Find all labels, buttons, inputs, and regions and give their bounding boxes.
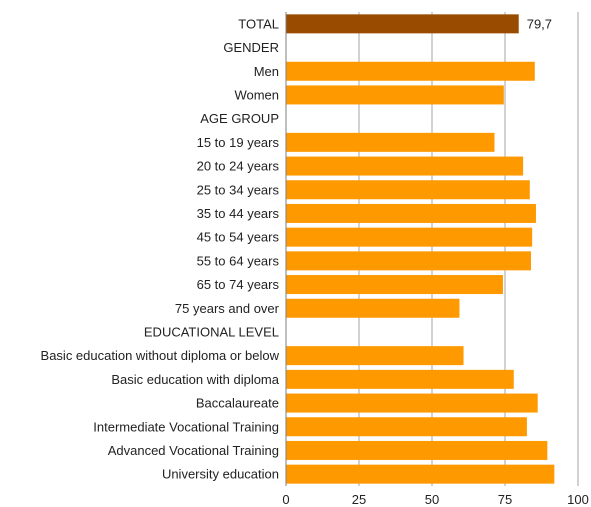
- bar: [286, 346, 464, 366]
- category-label: 45 to 54 years: [197, 230, 280, 245]
- bar: [286, 369, 514, 389]
- category-label: Baccalaureate: [196, 396, 279, 411]
- category-label: EDUCATIONAL LEVEL: [144, 324, 279, 339]
- bar: [286, 251, 531, 271]
- bar: [286, 132, 495, 152]
- bar: [286, 464, 555, 484]
- data-label: 79,7: [527, 16, 552, 31]
- category-label: 75 years and over: [175, 301, 280, 316]
- grid-lines: [358, 12, 579, 486]
- category-label: Advanced Vocational Training: [108, 443, 279, 458]
- x-tick-labels: 0 25 50 75 100: [282, 492, 588, 507]
- category-label: AGE GROUP: [200, 111, 279, 126]
- bar: [286, 85, 504, 105]
- bars: [286, 14, 555, 484]
- category-labels: TOTAL GENDER Men Women AGE GROUP 15 to 19 yea…: [41, 16, 280, 481]
- category-label: Men: [254, 64, 279, 79]
- category-label: Women: [234, 87, 279, 102]
- bar: [286, 61, 535, 81]
- bar: [286, 417, 527, 437]
- bar: [286, 298, 460, 318]
- x-tick-label: 0: [282, 492, 289, 507]
- bar: [286, 227, 533, 247]
- category-label: 65 to 74 years: [197, 277, 280, 292]
- bar: [286, 180, 530, 200]
- category-label: 15 to 19 years: [197, 135, 280, 150]
- category-label: Basic education with diploma: [111, 372, 279, 387]
- data-labels: 79,7: [527, 16, 552, 31]
- category-label: 20 to 24 years: [197, 159, 280, 174]
- category-label: GENDER: [223, 40, 279, 55]
- category-label: 55 to 64 years: [197, 253, 280, 268]
- category-label: 25 to 34 years: [197, 182, 280, 197]
- category-label: 35 to 44 years: [197, 206, 280, 221]
- bar: [286, 14, 519, 34]
- category-label: TOTAL: [238, 16, 279, 31]
- x-tick-label: 75: [498, 492, 512, 507]
- bar: [286, 275, 503, 295]
- bar: [286, 440, 548, 460]
- category-label: University education: [162, 467, 279, 482]
- x-tick-label: 100: [567, 492, 589, 507]
- x-tick-label: 50: [425, 492, 439, 507]
- bar: [286, 393, 538, 413]
- category-label: Intermediate Vocational Training: [93, 419, 279, 434]
- x-tick-label: 25: [352, 492, 366, 507]
- bar: [286, 156, 524, 176]
- category-label: Basic education without diploma or below: [41, 348, 280, 363]
- bar: [286, 203, 536, 223]
